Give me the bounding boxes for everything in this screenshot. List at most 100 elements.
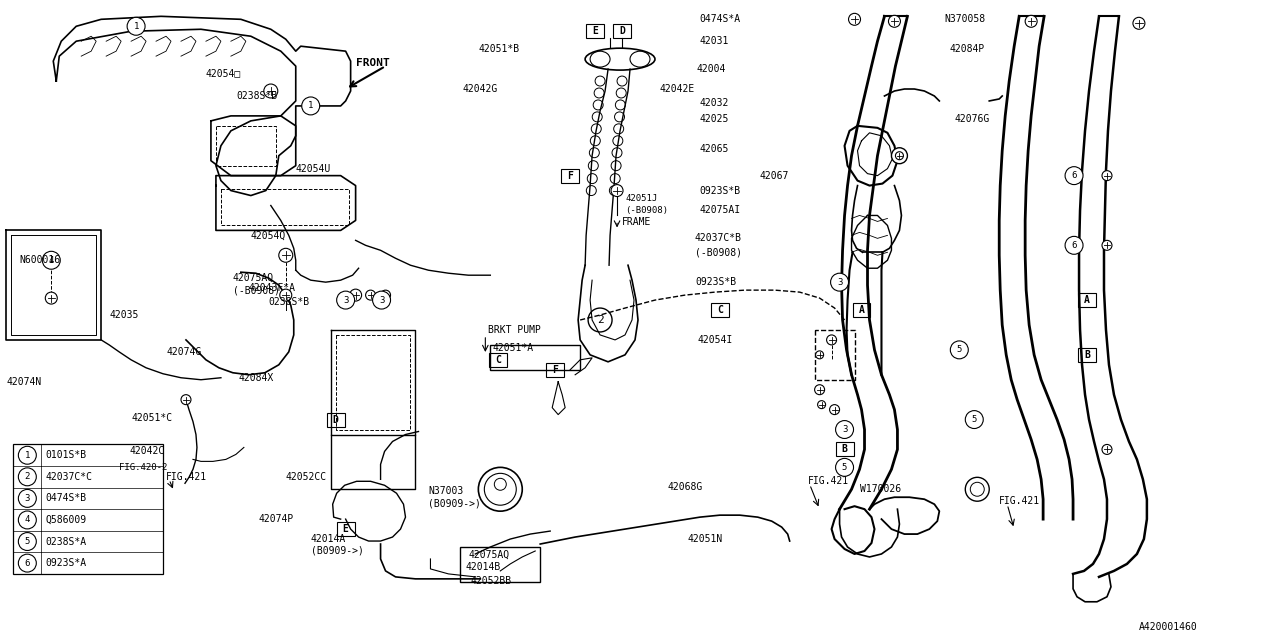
Text: 42067: 42067	[760, 171, 788, 180]
Circle shape	[264, 84, 278, 98]
Text: 42014A: 42014A	[311, 534, 346, 544]
Text: 1: 1	[308, 101, 314, 111]
Circle shape	[888, 15, 900, 28]
Text: 42031: 42031	[700, 36, 730, 46]
Bar	[836, 442, 854, 456]
Text: E: E	[593, 26, 598, 36]
Text: (B0909->): (B0909->)	[311, 546, 364, 556]
Circle shape	[1133, 17, 1144, 29]
Text: 42052CC: 42052CC	[285, 472, 326, 483]
Bar	[561, 169, 579, 182]
Text: 42042G: 42042G	[462, 84, 498, 94]
Circle shape	[849, 13, 860, 26]
Bar	[710, 303, 728, 317]
Circle shape	[1025, 15, 1037, 28]
Bar	[326, 413, 344, 426]
Circle shape	[891, 148, 908, 164]
Text: 42051N: 42051N	[687, 534, 723, 544]
Text: 6: 6	[24, 559, 29, 568]
Text: FRONT: FRONT	[356, 58, 389, 68]
Text: 42025: 42025	[700, 114, 730, 124]
Text: 1: 1	[24, 451, 29, 460]
Bar	[613, 24, 631, 38]
Circle shape	[372, 291, 390, 309]
Text: 42051*C: 42051*C	[131, 413, 173, 422]
Circle shape	[1065, 166, 1083, 184]
Text: 42084X: 42084X	[239, 372, 274, 383]
Text: 4: 4	[24, 515, 29, 524]
Text: 42054Q: 42054Q	[251, 230, 287, 241]
Text: 5: 5	[842, 463, 847, 472]
Bar	[337, 522, 355, 536]
Text: 42075AQ: 42075AQ	[468, 550, 509, 560]
Text: C: C	[717, 305, 723, 315]
Text: 3: 3	[24, 494, 29, 503]
Text: 5: 5	[956, 346, 963, 355]
Circle shape	[896, 152, 904, 160]
Text: 42042E: 42042E	[660, 84, 695, 94]
Circle shape	[1102, 241, 1112, 250]
Bar	[1078, 293, 1096, 307]
Circle shape	[611, 184, 623, 196]
Text: 42004: 42004	[696, 64, 726, 74]
Text: 42054U: 42054U	[296, 164, 332, 173]
Circle shape	[127, 17, 145, 35]
Bar	[1078, 348, 1096, 362]
Text: 42032: 42032	[700, 98, 730, 108]
Bar	[490, 345, 580, 370]
Text: 3: 3	[837, 278, 842, 287]
Circle shape	[302, 97, 320, 115]
Text: 0923S*B: 0923S*B	[700, 186, 741, 196]
Text: A: A	[1084, 295, 1091, 305]
Bar	[852, 303, 870, 317]
Circle shape	[950, 341, 968, 359]
Text: 3: 3	[379, 296, 384, 305]
Text: 1: 1	[133, 22, 138, 31]
Circle shape	[818, 401, 826, 408]
Circle shape	[42, 252, 60, 269]
Bar	[13, 444, 163, 574]
Text: N370058: N370058	[945, 14, 986, 24]
Text: N37003: N37003	[429, 486, 463, 496]
Circle shape	[836, 458, 854, 476]
Text: 42051*A: 42051*A	[493, 343, 534, 353]
Text: 5: 5	[972, 415, 977, 424]
Text: 3: 3	[343, 296, 348, 305]
Text: F: F	[552, 365, 558, 375]
Circle shape	[18, 446, 36, 464]
Circle shape	[965, 477, 989, 501]
Text: 6: 6	[1071, 171, 1076, 180]
Circle shape	[827, 335, 837, 345]
Circle shape	[965, 411, 983, 429]
Text: 42014B: 42014B	[466, 562, 500, 572]
Text: B: B	[1084, 350, 1091, 360]
Text: (-B0908): (-B0908)	[233, 285, 280, 295]
Text: 42052BB: 42052BB	[470, 576, 512, 586]
Circle shape	[814, 385, 824, 395]
Text: 42065: 42065	[700, 144, 730, 154]
Text: 0474S*A: 0474S*A	[700, 14, 741, 24]
Text: 3: 3	[842, 425, 847, 434]
Circle shape	[836, 420, 854, 438]
Bar	[547, 363, 564, 377]
Bar	[461, 547, 540, 582]
Text: 42051J: 42051J	[625, 194, 658, 203]
Circle shape	[180, 395, 191, 404]
Text: 42035: 42035	[109, 310, 138, 320]
Text: 2: 2	[596, 315, 603, 325]
Text: 0238S*B: 0238S*B	[236, 91, 276, 101]
Text: 42084P: 42084P	[950, 44, 984, 54]
Text: A420001460: A420001460	[1139, 621, 1198, 632]
Circle shape	[18, 554, 36, 572]
Text: 0474S*B: 0474S*B	[45, 493, 87, 504]
Text: 0238S*B: 0238S*B	[269, 297, 310, 307]
Text: 0923S*A: 0923S*A	[45, 558, 87, 568]
Text: E: E	[343, 524, 348, 534]
Circle shape	[337, 291, 355, 309]
Text: 42074P: 42074P	[259, 514, 294, 524]
Text: 42037C*C: 42037C*C	[45, 472, 92, 482]
Text: 6: 6	[1071, 241, 1076, 250]
Text: C: C	[495, 355, 502, 365]
Text: 0101S*B: 0101S*B	[45, 451, 87, 460]
Circle shape	[1102, 444, 1112, 454]
